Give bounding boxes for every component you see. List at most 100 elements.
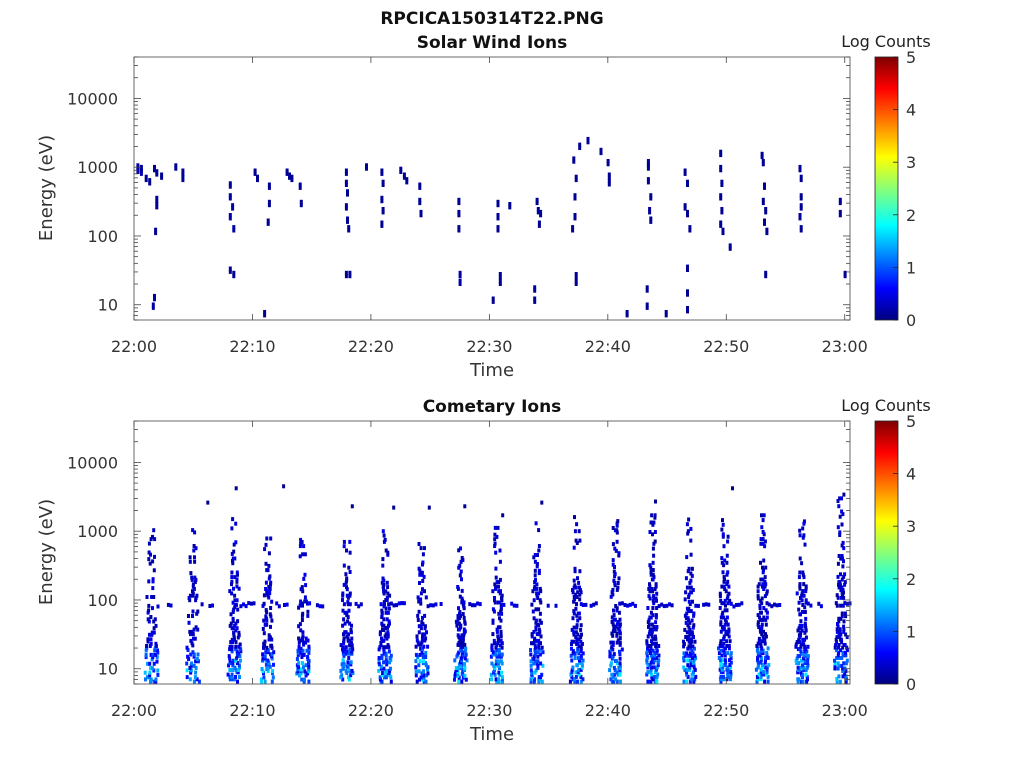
cometary-data-cell bbox=[572, 599, 576, 604]
cometary-data-cell bbox=[725, 667, 729, 672]
cometary-data-cell bbox=[347, 608, 351, 613]
cometary-data-cell bbox=[686, 616, 690, 621]
cometary-data-cell bbox=[842, 619, 846, 624]
cometary-data-cell bbox=[345, 610, 349, 615]
cometary-data-cell bbox=[572, 625, 576, 630]
cometary-data-cell bbox=[533, 573, 537, 578]
cometary-data-cell bbox=[571, 590, 575, 595]
cometary-data-cell bbox=[838, 635, 842, 640]
cometary-data-cell bbox=[718, 591, 722, 596]
cometary-data-cell bbox=[191, 582, 195, 587]
cometary-data-cell bbox=[534, 645, 538, 650]
cometary-data-cell bbox=[725, 582, 729, 587]
cometary-data-cell bbox=[194, 670, 198, 675]
solar-wind-data-cell bbox=[298, 182, 302, 187]
cometary-data-cell bbox=[191, 593, 195, 598]
cometary-data-cell bbox=[845, 648, 849, 653]
cometary-data-cell bbox=[461, 641, 465, 645]
cometary-data-cell bbox=[500, 652, 504, 657]
cometary-data-cell bbox=[381, 529, 385, 534]
cometary-title: Cometary Ions bbox=[423, 397, 562, 417]
cometary-data-cell bbox=[464, 646, 468, 651]
cometary-data-cell bbox=[228, 644, 232, 649]
cometary-data-cell bbox=[149, 641, 153, 646]
cometary-data-cell bbox=[723, 663, 727, 667]
cometary-data-cell bbox=[652, 677, 655, 682]
cometary-data-cell bbox=[809, 603, 813, 608]
cometary-data-cell bbox=[576, 679, 579, 684]
solar-wind-x-tick-label: 23:00 bbox=[822, 337, 868, 356]
cometary-data-cell bbox=[649, 667, 653, 672]
cometary-data-cell bbox=[805, 679, 809, 684]
cometary-data-cell bbox=[722, 651, 726, 656]
cometary-data-cell bbox=[230, 644, 234, 649]
cometary-data-cell bbox=[618, 663, 622, 668]
cometary-data-cell bbox=[387, 606, 391, 611]
cometary-data-cell bbox=[304, 599, 308, 604]
cometary-data-cell bbox=[192, 663, 196, 668]
cometary-data-cell bbox=[460, 633, 464, 638]
cometary-data-cell bbox=[806, 677, 809, 682]
cometary-data-cell bbox=[844, 650, 847, 655]
cometary-data-cell bbox=[341, 651, 345, 656]
cometary-data-cell bbox=[341, 591, 345, 596]
cometary-data-cell bbox=[721, 522, 725, 527]
cometary-data-cell bbox=[800, 591, 804, 596]
solar-wind-data-cell bbox=[536, 210, 540, 215]
cometary-data-cell bbox=[465, 658, 469, 663]
cometary-data-cell bbox=[460, 577, 463, 582]
cometary-data-cell bbox=[686, 569, 690, 574]
cometary-data-cell bbox=[193, 530, 197, 535]
cometary-data-cell bbox=[189, 638, 193, 643]
cometary-data-cell bbox=[688, 679, 692, 684]
solar-wind-data-cell bbox=[267, 182, 271, 187]
cometary-data-cell bbox=[722, 579, 726, 584]
solar-wind-data-cell bbox=[144, 178, 148, 183]
cometary-data-cell bbox=[419, 546, 423, 551]
cometary-data-cell bbox=[264, 580, 268, 585]
cometary-data-cell bbox=[341, 660, 345, 665]
solar-wind-data-cell bbox=[649, 219, 653, 224]
cometary-data-cell bbox=[652, 596, 656, 601]
cometary-data-cell bbox=[802, 582, 806, 587]
solar-wind-data-cell bbox=[298, 185, 302, 190]
solar-wind-data-cell bbox=[798, 168, 802, 173]
cometary-data-cell bbox=[613, 617, 617, 622]
cometary-data-cell bbox=[729, 651, 733, 656]
cometary-data-cell bbox=[268, 635, 272, 640]
cometary-data-cell bbox=[193, 636, 197, 641]
cometary-data-cell bbox=[420, 640, 424, 645]
cometary-data-cell bbox=[191, 591, 195, 596]
cometary-data-cell bbox=[457, 621, 461, 626]
solar-wind-data-cell bbox=[799, 225, 803, 230]
cometary-data-cell bbox=[530, 670, 534, 675]
cometary-data-cell bbox=[192, 544, 196, 548]
cometary-data-cell bbox=[688, 580, 692, 585]
cometary-data-cell bbox=[381, 576, 385, 581]
cometary-data-cell bbox=[270, 645, 274, 650]
cometary-data-cell bbox=[727, 629, 731, 634]
solar-wind-data-cell bbox=[586, 136, 590, 141]
cometary-data-cell bbox=[261, 658, 265, 663]
cometary-data-cell bbox=[579, 635, 583, 639]
solar-wind-data-cell bbox=[765, 231, 769, 236]
cometary-data-cell bbox=[263, 643, 267, 648]
cometary-data-cell bbox=[842, 595, 846, 600]
cometary-data-cell bbox=[723, 577, 726, 582]
cometary-data-cell bbox=[461, 670, 465, 674]
cometary-data-cell bbox=[499, 634, 503, 639]
solar-wind-data-cell bbox=[646, 166, 650, 171]
cometary-data-cell bbox=[295, 671, 299, 676]
solar-wind-data-cell bbox=[646, 180, 650, 185]
cometary-data-cell bbox=[761, 570, 765, 575]
cometary-data-cell bbox=[422, 675, 426, 680]
cometary-data-cell bbox=[263, 679, 267, 684]
solar-wind-y-tick-label: 1000 bbox=[77, 158, 118, 177]
cometary-data-cell bbox=[147, 675, 151, 680]
cometary-data-cell bbox=[384, 632, 388, 637]
cometary-data-cell bbox=[611, 629, 615, 634]
cometary-data-cell bbox=[145, 644, 148, 648]
solar-wind-data-cell bbox=[686, 268, 689, 272]
cometary-data-cell bbox=[191, 528, 195, 533]
cometary-data-cell bbox=[762, 629, 765, 634]
